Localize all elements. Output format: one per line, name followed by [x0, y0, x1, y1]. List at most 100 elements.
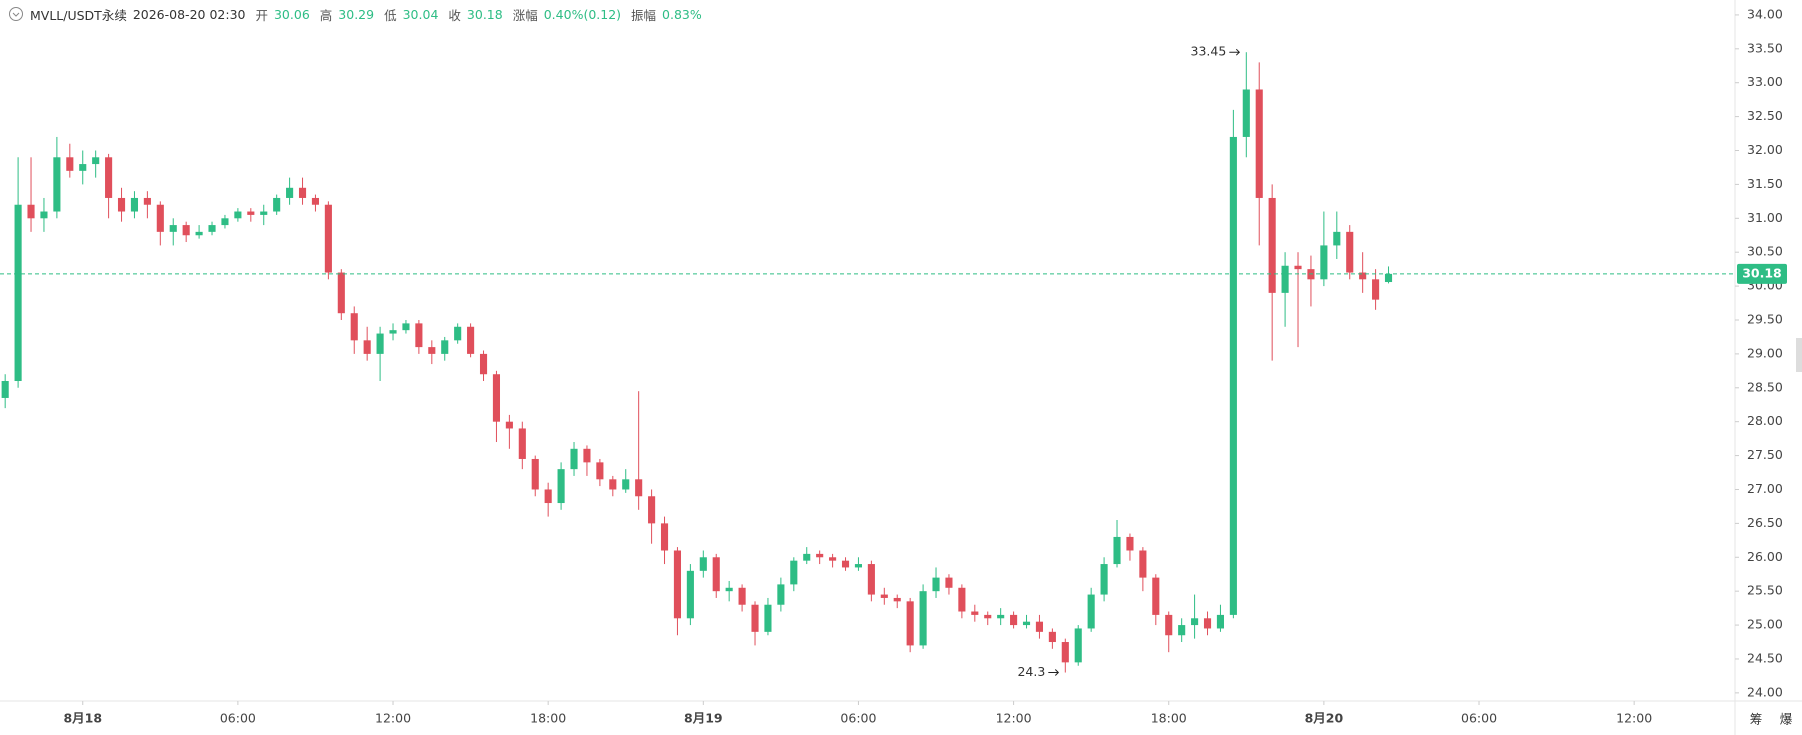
- y-tick-label: 26.50: [1747, 515, 1783, 530]
- candle-body: [467, 326, 475, 354]
- info-value: 30.29: [338, 6, 375, 22]
- candle-body: [1294, 265, 1302, 270]
- candle-body: [363, 340, 371, 354]
- candle-body: [376, 333, 384, 354]
- x-tick-label: 18:00: [530, 711, 566, 726]
- y-tick-label: 28.50: [1747, 379, 1783, 394]
- candle-body: [712, 557, 720, 592]
- candle-body: [324, 204, 332, 273]
- candle-body: [260, 211, 268, 215]
- candle-body: [1384, 273, 1393, 283]
- candle-body: [53, 157, 61, 212]
- y-tick-label: 32.50: [1747, 108, 1783, 123]
- candle-body: [1, 381, 9, 398]
- candle-body: [1035, 621, 1044, 632]
- info-label: 开: [255, 7, 268, 23]
- candle-body: [1152, 577, 1160, 615]
- candle-body: [1074, 628, 1082, 663]
- y-tick-label: 27.50: [1747, 447, 1783, 462]
- candle-body: [1113, 536, 1121, 565]
- candle-body: [143, 197, 151, 205]
- candle-body: [1333, 231, 1341, 246]
- candle-body: [117, 197, 126, 212]
- candle-body: [880, 594, 888, 598]
- y-tick-label: 34.00: [1747, 6, 1783, 21]
- candle-body: [635, 479, 643, 497]
- candle-body: [816, 553, 824, 558]
- candle-body: [234, 211, 242, 219]
- candle-body: [919, 591, 927, 646]
- info-value: 30.18: [466, 6, 503, 22]
- candle-body: [92, 157, 100, 165]
- candle-body: [906, 601, 914, 646]
- candle-body: [1255, 89, 1263, 198]
- y-tick-label: 26.00: [1747, 549, 1783, 564]
- candle-body: [660, 523, 669, 551]
- candle-body: [841, 560, 850, 568]
- axes: 24.00 24.50 25.00 25.50 26.00 26.50 27.00 27.50…: [63, 6, 1782, 725]
- candle-body: [622, 479, 630, 490]
- candle-body: [337, 272, 345, 314]
- candle-body: [958, 587, 966, 612]
- candle-body: [402, 323, 410, 331]
- candle-body: [130, 197, 139, 212]
- candle-body: [1191, 618, 1199, 626]
- extreme-label: 24.3: [1017, 664, 1045, 679]
- info-label: 高: [319, 7, 333, 23]
- candle-body: [1346, 231, 1354, 273]
- y-tick-label: 31.00: [1747, 210, 1783, 225]
- candle-body: [428, 347, 436, 354]
- y-tick-label: 33.00: [1747, 74, 1783, 89]
- candle-body: [1178, 625, 1186, 636]
- candle-body: [893, 597, 901, 602]
- candle-body: [1268, 197, 1276, 293]
- candle-body: [454, 326, 462, 341]
- candle-body: [829, 557, 837, 561]
- candle-body: [1229, 136, 1237, 615]
- candle-body: [208, 225, 216, 232]
- candle-body: [1242, 89, 1250, 137]
- collapse-icon[interactable]: [8, 6, 24, 22]
- candle-body: [557, 469, 565, 504]
- candle-body: [764, 604, 772, 632]
- candle-body: [1139, 550, 1147, 578]
- candle-body: [1100, 564, 1108, 595]
- tool-icon[interactable]: 爆: [1780, 712, 1793, 727]
- candle-body: [686, 570, 694, 619]
- y-tick-label: 29.00: [1747, 345, 1783, 360]
- x-tick-label: 06:00: [1461, 711, 1497, 726]
- candle-body: [648, 496, 656, 524]
- candle-body: [1320, 245, 1328, 280]
- candle-body: [790, 560, 798, 585]
- info-value: 0.83%: [662, 6, 702, 22]
- candle-body: [66, 157, 74, 171]
- candle-body: [725, 587, 733, 592]
- info-label: 振幅: [631, 7, 657, 23]
- candle-body: [1126, 536, 1134, 551]
- candle-body: [298, 187, 307, 198]
- candle-body: [803, 553, 811, 561]
- candle-body: [596, 462, 604, 480]
- candle-body: [1165, 614, 1173, 636]
- extreme-label: 33.45: [1191, 44, 1227, 59]
- candle-body: [156, 204, 164, 232]
- x-tick-label: 18:00: [1151, 711, 1187, 726]
- candle-body: [867, 564, 875, 595]
- x-tick-label: 06:00: [220, 711, 256, 726]
- info-label: 低: [384, 7, 397, 23]
- candle-body: [105, 157, 113, 198]
- x-tick-label: 12:00: [1616, 711, 1652, 726]
- y-tick-label: 30.50: [1747, 244, 1783, 259]
- candle-body: [1203, 618, 1212, 629]
- candle-body: [247, 211, 255, 215]
- candle-body: [1359, 272, 1367, 280]
- tool-icon[interactable]: 筹: [1750, 712, 1763, 727]
- candle-body: [583, 448, 591, 463]
- candles: [1, 52, 1393, 673]
- candle-body: [1216, 614, 1225, 629]
- scroll-handle: [1796, 338, 1802, 372]
- y-tick-label: 29.50: [1747, 311, 1783, 326]
- candle-body: [389, 330, 397, 334]
- candle-body: [195, 231, 203, 236]
